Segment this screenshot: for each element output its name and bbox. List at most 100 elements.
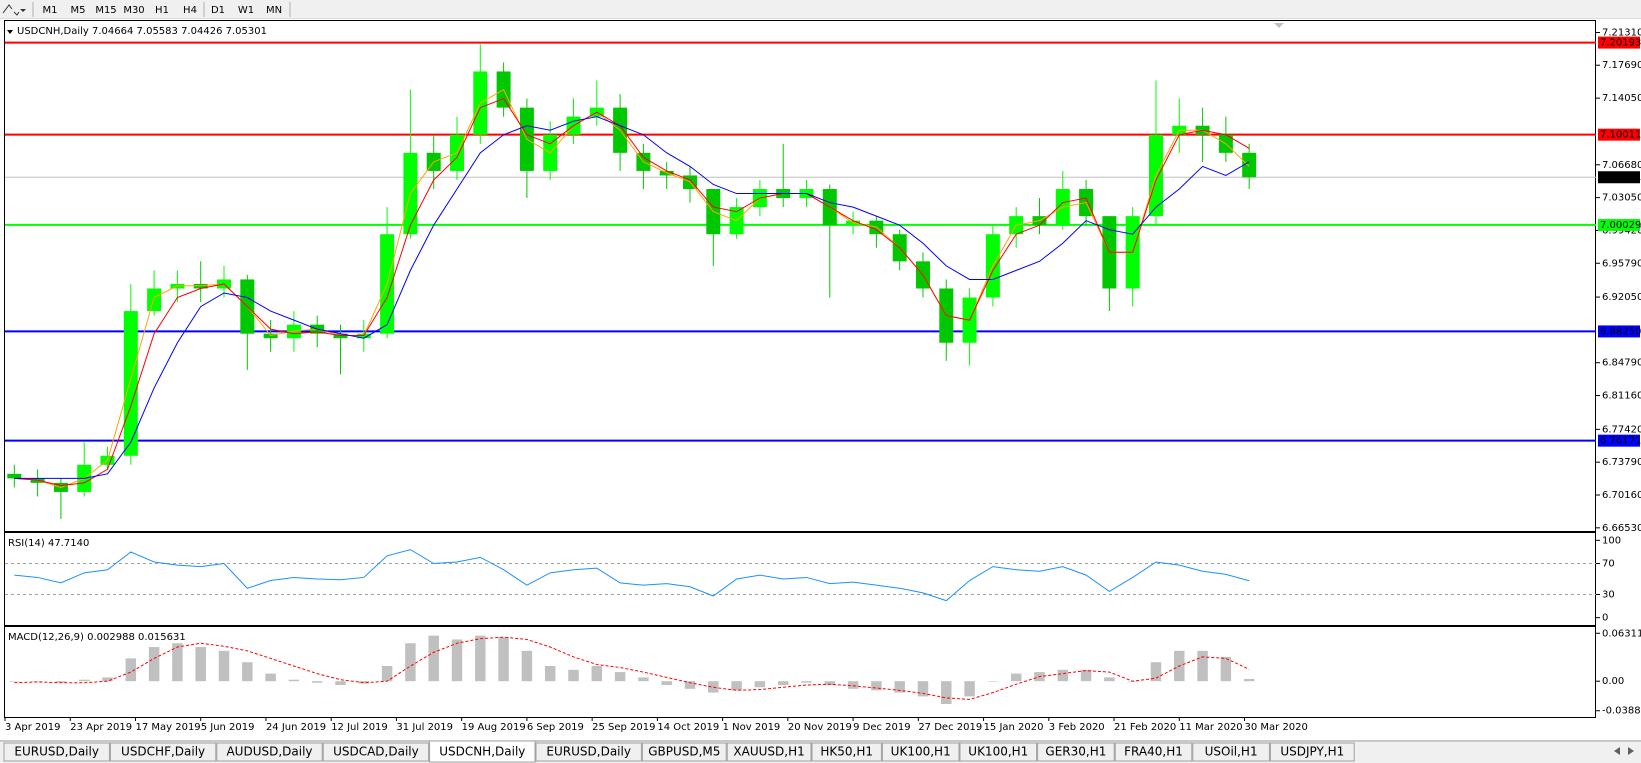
- y-tick-label: -0.038872: [1602, 706, 1641, 717]
- chart-tab-label[interactable]: AUDUSD,Daily: [226, 745, 312, 759]
- chart-tab[interactable]: [1192, 742, 1270, 762]
- chart-tab[interactable]: [959, 742, 1038, 762]
- histogram-bar: [824, 681, 836, 686]
- chart-tab-label[interactable]: UK100,H1: [968, 745, 1028, 759]
- timeframe-button[interactable]: [177, 2, 203, 17]
- timeframe-label[interactable]: MN: [266, 5, 282, 16]
- histogram-bar: [218, 650, 230, 682]
- chart-tab-label[interactable]: EURUSD,Daily: [14, 745, 99, 759]
- tab-scroll-right[interactable]: [1628, 747, 1634, 755]
- timeframe-button[interactable]: [93, 2, 119, 17]
- histogram-bar: [614, 672, 626, 682]
- histogram-bar: [1150, 662, 1162, 682]
- level-tag: [1598, 36, 1640, 49]
- histogram-bar: [777, 681, 789, 686]
- timeframe-label[interactable]: M15: [95, 5, 116, 16]
- x-tick-label: 21 Feb 2020: [1114, 722, 1176, 733]
- x-tick-label: 19 Aug 2019: [462, 722, 526, 733]
- histogram-bar: [964, 681, 975, 697]
- chart-tab[interactable]: [535, 742, 642, 762]
- timeframe-label[interactable]: M5: [71, 5, 86, 16]
- chart-tab-label[interactable]: USDCHF,Daily: [121, 745, 205, 759]
- x-tick-label: 23 Apr 2019: [70, 722, 132, 733]
- chart-tab-label[interactable]: USDJPY,H1: [1280, 745, 1344, 759]
- y-tick-label: 6.84790: [1602, 358, 1641, 369]
- moving-average: [14, 97, 1250, 487]
- chart-tab[interactable]: [881, 742, 960, 762]
- level-tag-label: 7.00029: [1600, 220, 1641, 231]
- histogram-bar: [708, 681, 719, 693]
- chart-tab[interactable]: [726, 742, 812, 762]
- chart-tab-label[interactable]: HK50,H1: [820, 745, 873, 759]
- chart-tab[interactable]: [429, 740, 536, 763]
- chart-tab-label[interactable]: UK100,H1: [891, 745, 951, 759]
- x-tick-label: 30 Mar 2020: [1245, 722, 1308, 733]
- level-tag-label: 6.88250: [1600, 326, 1641, 337]
- timeframe-button[interactable]: [149, 2, 175, 17]
- histogram-bar: [731, 681, 742, 691]
- y-tick-label: 7.14050: [1602, 93, 1641, 104]
- histogram-bar: [288, 679, 300, 682]
- y-tick-label: 0: [1602, 613, 1608, 624]
- timeframe-label[interactable]: H4: [183, 5, 197, 16]
- x-tick-label: 25 Sep 2019: [592, 722, 655, 733]
- timeframe-button[interactable]: [65, 2, 91, 17]
- chart-tab-label[interactable]: USOil,H1: [1205, 745, 1258, 759]
- chart-tab-label[interactable]: EURUSD,Daily: [546, 745, 631, 759]
- level-tag-label: 7.10011: [1600, 130, 1641, 141]
- timeframe-label[interactable]: W1: [238, 5, 254, 16]
- timeframe-label[interactable]: M30: [123, 5, 144, 16]
- chart-tab[interactable]: [109, 742, 217, 762]
- histogram-bar: [521, 650, 533, 682]
- chart-tab-label[interactable]: GER30,H1: [1045, 745, 1106, 759]
- histogram-bar: [684, 681, 696, 689]
- timeframe-button[interactable]: [261, 2, 287, 17]
- x-tick-label: 11 Mar 2020: [1179, 722, 1242, 733]
- timeframe-button[interactable]: [37, 2, 63, 17]
- timeframe-label[interactable]: H1: [155, 5, 169, 16]
- level-tag: [1598, 218, 1640, 231]
- x-tick-label: 1 Nov 2019: [723, 722, 781, 733]
- y-tick-label: 0.063113: [1602, 628, 1641, 639]
- histogram-bar: [78, 679, 90, 682]
- histogram-bar: [1010, 673, 1022, 682]
- x-tick-label: 9 Dec 2019: [853, 722, 911, 733]
- chart-tab-label[interactable]: XAUUSD,H1: [733, 745, 804, 759]
- timeframe-button[interactable]: [205, 2, 231, 17]
- chart-tab-label[interactable]: USDCNH,Daily: [439, 745, 525, 759]
- chart-tab[interactable]: [3, 742, 110, 762]
- histogram-bar: [1104, 677, 1115, 682]
- panel-title: MACD(12,26,9) 0.002988 0.015631: [8, 632, 186, 643]
- chart-tab[interactable]: [1269, 742, 1355, 762]
- cursor-tool-icon[interactable]: [2, 4, 20, 16]
- tool-dropdown[interactable]: [20, 9, 26, 12]
- histogram-bar: [1057, 669, 1069, 682]
- tab-scroll-left[interactable]: [1614, 747, 1620, 755]
- chart-tab-label[interactable]: FRA40,H1: [1124, 745, 1183, 759]
- chart-tab[interactable]: [1037, 742, 1115, 762]
- histogram-bar: [335, 681, 346, 686]
- rsi-panel: [4, 532, 1596, 626]
- chart-tab[interactable]: [811, 742, 882, 762]
- timeframe-button[interactable]: [233, 2, 259, 17]
- histogram-bar: [1243, 678, 1255, 682]
- chart-tab[interactable]: [1114, 742, 1193, 762]
- histogram-bar: [871, 681, 882, 691]
- x-tick-label: 3 Feb 2020: [1049, 722, 1105, 733]
- chart-tab[interactable]: [641, 742, 727, 762]
- chart-tab[interactable]: [216, 742, 323, 762]
- y-tick-label: 0.00: [1602, 676, 1624, 687]
- chart-shift-marker[interactable]: [1274, 23, 1284, 28]
- chart-tab-label[interactable]: GBPUSD,M5: [648, 745, 720, 759]
- x-tick-label: 24 Jun 2019: [266, 722, 326, 733]
- timeframe-label[interactable]: D1: [211, 5, 225, 16]
- symbol-menu-arrow[interactable]: [7, 30, 13, 34]
- timeframe-button[interactable]: [121, 2, 147, 17]
- x-tick-label: 3 Apr 2019: [5, 722, 60, 733]
- x-tick-label: 12 Jul 2019: [331, 722, 388, 733]
- moving-average: [14, 116, 1250, 479]
- chart-tab[interactable]: [322, 742, 430, 762]
- timeframe-label[interactable]: M1: [43, 5, 58, 16]
- chart-tab-label[interactable]: USDCAD,Daily: [333, 745, 419, 759]
